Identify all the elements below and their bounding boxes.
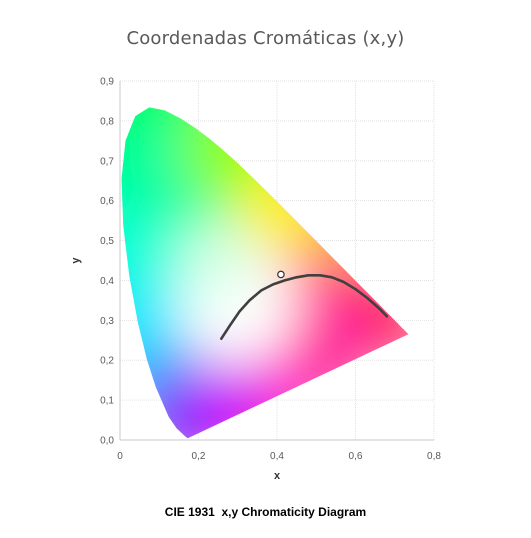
y-tick-label: 0,3 (100, 316, 114, 327)
y-tick-label: 0,2 (100, 356, 114, 367)
axes: 0,0 0,1 0,2 0,3 0,4 0,5 0,6 0,7 0,8 0,9 0 0,2 0,4 0,6… (100, 77, 441, 463)
y-tick-label: 0,4 (100, 276, 114, 287)
y-tick-label: 0,8 (100, 116, 114, 127)
y-tick-label: 0,6 (100, 196, 114, 207)
x-tick-label: 0,6 (349, 451, 363, 462)
x-tick-label: 0,4 (270, 451, 284, 462)
y-tick-label: 0,7 (100, 156, 114, 167)
data-series (220, 270, 389, 340)
y-tick-label: 0,1 (100, 396, 114, 407)
y-tick-label: 0,5 (100, 236, 114, 247)
x-tick-label: 0 (117, 451, 123, 462)
x-tick-label: 0,2 (192, 451, 206, 462)
chart-caption: CIE 1931 x,y Chromaticity Diagram (164, 505, 367, 519)
chart-title: Coordenadas Cromáticas (x,y) (126, 28, 405, 49)
planckian-locus-line (220, 274, 389, 340)
chromaticity-point (277, 270, 285, 279)
chromaticity-gamut-fill (121, 107, 409, 439)
y-axis-title: y (70, 257, 82, 264)
y-tick-label: 0,9 (100, 77, 114, 88)
y-tick-label: 0,0 (100, 436, 114, 447)
gamut-fill (121, 107, 409, 439)
x-axis-title: x (274, 470, 281, 482)
x-tick-label: 0,8 (427, 451, 441, 462)
